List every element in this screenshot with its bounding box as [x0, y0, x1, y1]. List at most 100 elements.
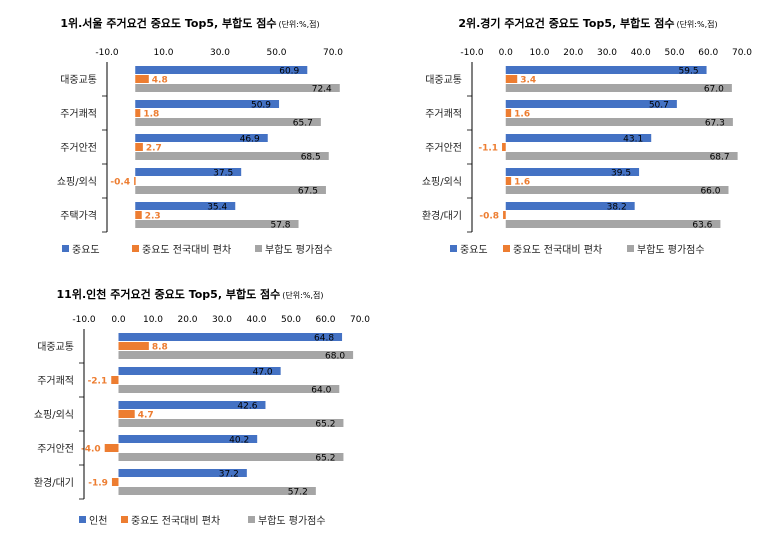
data-label-1: 42.6	[237, 402, 257, 412]
data-label-2: 1.6	[514, 178, 530, 188]
x-tick-label: 60.0	[698, 48, 718, 58]
bar-2	[505, 109, 512, 117]
bar-3	[135, 84, 340, 92]
category-label: 주거안전	[425, 142, 462, 154]
data-label-1: 35.4	[207, 203, 227, 213]
data-label-2: 1.8	[143, 110, 159, 120]
bar-2	[503, 211, 506, 219]
data-label-1: 43.1	[623, 135, 643, 145]
x-tick-label: 10.0	[143, 315, 163, 325]
bar-1	[118, 367, 281, 375]
legend-label: 중요도	[460, 244, 488, 256]
x-tick-label: 0.0	[499, 48, 514, 58]
bar-1	[118, 469, 247, 477]
bar-2	[135, 211, 142, 219]
chart-title: 1위.서울 주거요건 중요도 Top5, 부합도 점수 (단위:%,점)	[60, 16, 319, 30]
data-label-1: 37.5	[213, 169, 233, 179]
x-tick-label: -10.0	[95, 48, 119, 58]
data-label-1: 39.5	[611, 169, 631, 179]
chart-svg: 2위.경기 주거요건 중요도 Top5, 부합도 점수 (단위:%,점) -10.0…	[422, 16, 752, 256]
bar-1	[135, 202, 236, 210]
data-label-3: 67.5	[298, 187, 318, 197]
bar-1	[118, 401, 266, 409]
legend-label: 부합도 평가점수	[265, 244, 333, 256]
data-label-2: -1.9	[88, 479, 108, 489]
bar-2	[505, 177, 512, 185]
legend-swatch-2	[121, 516, 128, 523]
x-tick-label: 50.0	[281, 315, 301, 325]
legend-label: 중요도 전국대비 편차	[142, 244, 231, 256]
legend-swatch-3	[248, 516, 255, 523]
data-label-3: 65.2	[315, 454, 335, 464]
x-tick-label: 30.0	[212, 315, 232, 325]
x-tick-label: 70.0	[350, 315, 370, 325]
chart-title-text: 1위.서울 주거요건 중요도 Top5, 부합도 점수	[60, 16, 276, 30]
data-label-3: 57.8	[270, 221, 290, 231]
legend-swatch-1	[79, 516, 86, 523]
chart-svg: 11위.인천 주거요건 중요도 Top5, 부합도 점수 (단위:%,점) -10.…	[34, 287, 370, 527]
data-label-2: 8.8	[152, 343, 168, 353]
x-tick-label: 0.0	[111, 315, 126, 325]
chart-title: 2위.경기 주거요건 중요도 Top5, 부합도 점수 (단위:%,점)	[458, 16, 717, 30]
x-tick-label: -10.0	[460, 48, 484, 58]
data-label-2: -0.4	[110, 178, 130, 188]
bar-3	[505, 118, 733, 126]
bar-1	[135, 168, 242, 176]
incheon-chart: 11위.인천 주거요건 중요도 Top5, 부합도 점수 (단위:%,점) -10.…	[0, 280, 380, 545]
bar-1	[505, 202, 635, 210]
bar-3	[505, 186, 729, 194]
x-tick-label: 40.0	[631, 48, 651, 58]
data-label-3: 65.7	[293, 119, 313, 129]
data-label-1: 38.2	[607, 203, 627, 213]
data-label-3: 67.3	[705, 119, 725, 129]
x-tick-label: 20.0	[177, 315, 197, 325]
bar-2	[111, 478, 119, 486]
x-tick-label: 30.0	[210, 48, 230, 58]
bar-3	[135, 186, 326, 194]
legend-swatch-3	[627, 245, 634, 252]
x-tick-label: 30.0	[597, 48, 617, 58]
bar-3	[135, 152, 329, 160]
data-label-1: 40.2	[229, 436, 249, 446]
data-label-2: -0.8	[479, 212, 499, 222]
bar-1	[135, 66, 308, 74]
bar-3	[505, 220, 721, 228]
data-label-3: 66.0	[700, 187, 720, 197]
chart-title: 11위.인천 주거요건 중요도 Top5, 부합도 점수 (단위:%,점)	[57, 287, 324, 301]
bar-2	[135, 143, 143, 151]
x-tick-label: 40.0	[246, 315, 266, 325]
bar-1	[118, 435, 258, 443]
data-label-1: 59.5	[679, 67, 699, 77]
seoul-chart: 1위.서울 주거요건 중요도 Top5, 부합도 점수 (단위:%,점) -10.0…	[0, 0, 380, 270]
x-tick-label: 10.0	[529, 48, 549, 58]
data-label-2: 1.6	[514, 110, 530, 120]
bar-3	[118, 487, 316, 495]
bar-2	[134, 177, 136, 185]
data-label-3: 57.2	[288, 488, 308, 498]
data-label-2: 2.7	[146, 144, 162, 154]
category-label: 환경/대기	[34, 476, 74, 489]
legend-swatch-2	[503, 245, 510, 252]
data-label-3: 68.0	[325, 352, 345, 362]
data-label-2: -2.1	[88, 377, 108, 387]
data-label-3: 63.6	[692, 221, 712, 231]
data-label-3: 72.4	[312, 85, 332, 95]
data-label-2: 4.8	[152, 76, 168, 86]
data-label-1: 46.9	[240, 135, 260, 145]
bar-3	[135, 220, 299, 228]
gyeonggi-chart: 2위.경기 주거요건 중요도 Top5, 부합도 점수 (단위:%,점) -10.0…	[385, 0, 773, 270]
legend-label: 중요도 전국대비 편차	[513, 244, 602, 256]
bar-3	[505, 152, 738, 160]
legend-swatch-3	[255, 245, 262, 252]
bar-3	[118, 419, 344, 427]
category-label: 대중교통	[425, 74, 462, 86]
category-label: 쇼핑/외식	[34, 409, 74, 421]
x-tick-label: 50.0	[664, 48, 684, 58]
legend-label: 중요도	[72, 244, 100, 256]
data-label-2: -1.1	[478, 144, 498, 154]
x-tick-label: 50.0	[266, 48, 286, 58]
bar-2	[104, 444, 119, 452]
data-label-1: 50.9	[251, 101, 271, 111]
data-label-2: -4.0	[81, 445, 101, 455]
data-label-1: 64.8	[314, 334, 334, 344]
